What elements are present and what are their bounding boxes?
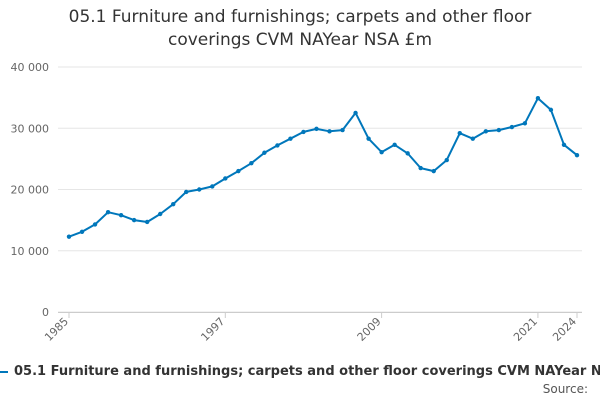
data-point xyxy=(144,219,150,225)
data-point xyxy=(470,136,475,141)
data-point xyxy=(418,165,423,171)
data-point xyxy=(301,129,306,135)
data-point xyxy=(171,202,176,207)
data-point xyxy=(379,149,384,155)
y-tick-label: 20 000 xyxy=(11,184,50,197)
data-point xyxy=(314,126,319,132)
data-point xyxy=(366,136,371,141)
y-tick-label: 40 000 xyxy=(11,61,50,74)
legend-series-label: 05.1 Furniture and furnishings; carpets … xyxy=(14,364,600,379)
data-point xyxy=(561,142,567,147)
data-point xyxy=(275,143,280,148)
x-tick-label: 1985 xyxy=(42,315,71,344)
data-point xyxy=(184,189,189,195)
data-point xyxy=(210,184,215,189)
y-tick-label: 30 000 xyxy=(11,122,50,135)
data-point xyxy=(444,157,449,163)
data-point xyxy=(79,229,85,234)
data-point xyxy=(157,211,163,217)
data-point xyxy=(431,168,436,174)
data-point xyxy=(327,129,332,134)
x-tick-label: 2024 xyxy=(550,315,579,344)
data-point xyxy=(483,129,489,134)
data-point xyxy=(105,209,111,215)
data-point xyxy=(522,121,528,126)
y-tick-label: 10 000 xyxy=(11,245,50,258)
data-point xyxy=(249,160,254,166)
data-point xyxy=(66,234,72,239)
source-label: Source: xyxy=(542,382,588,396)
data-point xyxy=(574,153,580,158)
data-point xyxy=(457,130,462,136)
x-tick-label: 2009 xyxy=(355,315,384,344)
data-point xyxy=(197,187,202,192)
x-tick-label: 2021 xyxy=(511,315,540,344)
data-point xyxy=(535,96,541,101)
data-point xyxy=(92,222,98,227)
data-point xyxy=(262,150,267,155)
legend[interactable]: 05.1 Furniture and furnishings; carpets … xyxy=(0,364,600,382)
legend-line-icon xyxy=(0,370,8,373)
chart-title: 05.1 Furniture and furnishings; carpets … xyxy=(68,7,532,50)
data-point xyxy=(353,110,358,116)
data-point xyxy=(496,127,502,133)
data-point xyxy=(340,127,345,133)
data-point xyxy=(131,217,137,223)
data-point xyxy=(223,176,228,181)
x-tick-label: 1997 xyxy=(198,315,227,344)
data-point xyxy=(392,142,397,147)
data-point xyxy=(548,107,554,113)
series-line xyxy=(68,97,578,238)
data-point xyxy=(288,136,293,141)
data-point xyxy=(509,124,515,130)
data-point xyxy=(236,168,241,174)
data-point xyxy=(405,151,410,156)
y-tick-label: 0 xyxy=(42,306,49,319)
data-point xyxy=(118,213,124,218)
